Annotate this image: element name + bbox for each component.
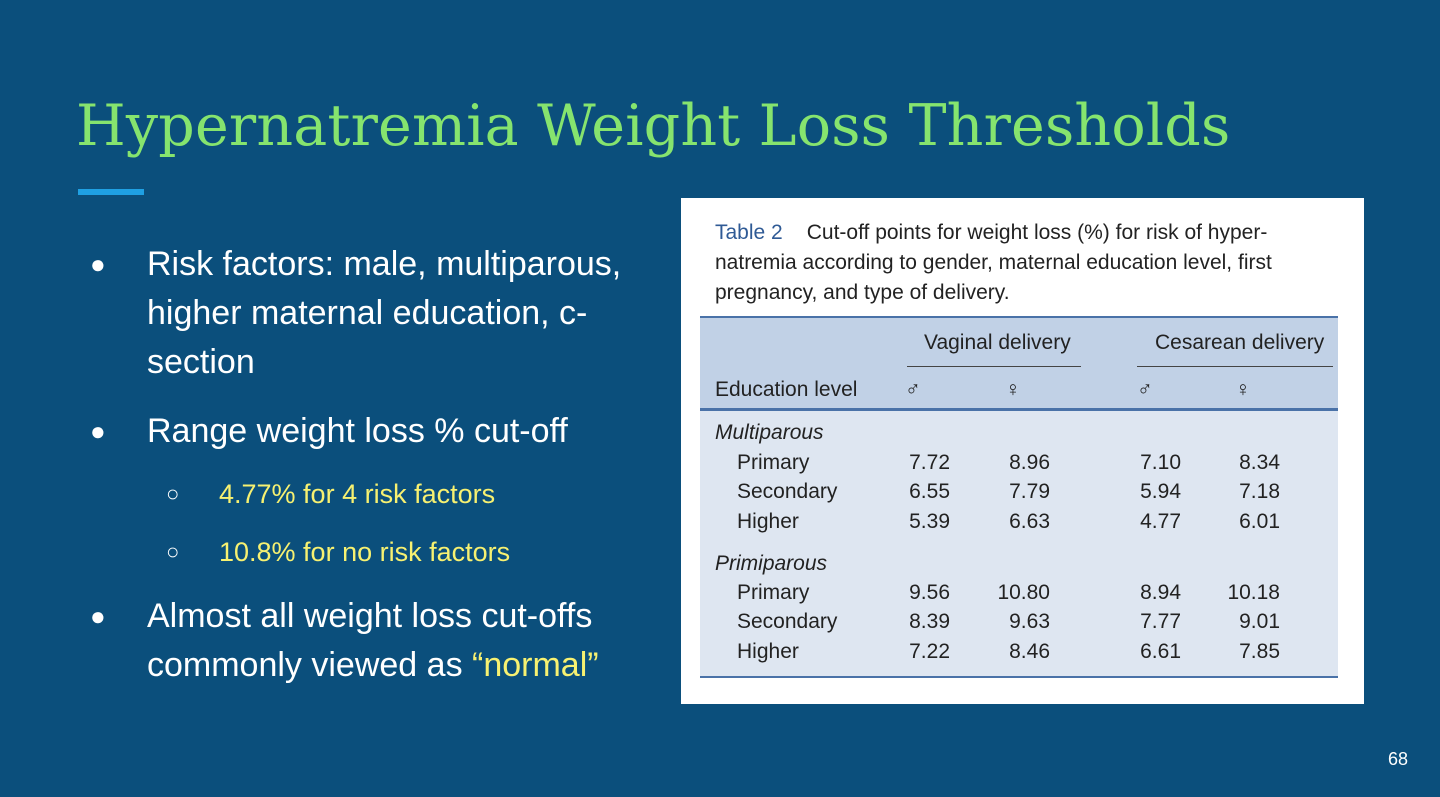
section-label: Multiparous [715, 421, 824, 444]
row-level: Higher [737, 510, 799, 533]
bullet-range: ● Range weight loss % cut-off [90, 407, 660, 456]
cell-vaginal-male: 9.56 [909, 581, 950, 604]
cell-cesarean-female: 10.18 [1227, 581, 1280, 604]
caption-line: natremia according to gender, maternal e… [715, 251, 1272, 274]
table-label: Table 2 [715, 221, 783, 244]
bullet-text: Risk factors: male, multiparous, higher … [147, 245, 622, 381]
row-level: Secondary [737, 610, 838, 633]
table-caption: Table 2 Cut-off points for weight loss (%… [715, 218, 1335, 308]
cell-vaginal-female: 7.79 [1009, 480, 1050, 503]
cell-cesarean-female: 6.01 [1239, 510, 1280, 533]
bullet-list: ● Risk factors: male, multiparous, highe… [90, 240, 660, 690]
caption-line: Cut-off points for weight loss (%) for r… [806, 221, 1268, 244]
cell-vaginal-male: 8.39 [909, 610, 950, 633]
cell-vaginal-male: 6.55 [909, 480, 950, 503]
cell-cesarean-male: 7.77 [1140, 610, 1181, 633]
sub-bullet-text: 4.77% for 4 risk factors [219, 479, 496, 509]
cell-cesarean-female: 8.34 [1239, 451, 1280, 474]
cell-cesarean-female: 7.18 [1239, 480, 1280, 503]
cell-cesarean-male: 4.77 [1140, 510, 1181, 533]
row-level: Higher [737, 640, 799, 663]
page-number: 68 [1387, 749, 1408, 769]
bullet-text: Range weight loss % cut-off [147, 412, 568, 450]
bullet-dot-icon: ● [90, 601, 106, 631]
bullet-dot-icon: ● [90, 249, 106, 279]
bullet-normal: ● Almost all weight loss cut-offs common… [90, 592, 660, 690]
sub-bullet-circle-icon: ○ [166, 481, 180, 506]
section-label: Primiparous [715, 552, 828, 575]
group-rule [907, 366, 1081, 367]
sub-bullet-four-factors: ○ 4.77% for 4 risk factors [90, 474, 660, 514]
sub-bullet-no-factors: ○ 10.8% for no risk factors [90, 532, 660, 572]
cell-cesarean-male: 5.94 [1140, 480, 1181, 503]
male-symbol-icon: ♂ [1137, 378, 1153, 401]
cell-cesarean-male: 6.61 [1140, 640, 1181, 663]
female-symbol-icon: ♀ [1005, 378, 1021, 401]
cell-vaginal-female: 9.63 [1009, 610, 1050, 633]
group-rule [1137, 366, 1333, 367]
title-accent-rule [78, 189, 144, 195]
row-level: Secondary [737, 480, 838, 503]
header-vaginal-delivery: Vaginal delivery [924, 331, 1071, 354]
header-cesarean-delivery: Cesarean delivery [1155, 331, 1325, 354]
bullet-text: Almost all weight loss cut-offs commonly… [147, 597, 593, 684]
cell-vaginal-male: 7.72 [909, 451, 950, 474]
table-header: Vaginal delivery Cesarean delivery Educa… [700, 318, 1338, 411]
cell-vaginal-male: 7.22 [909, 640, 950, 663]
caption-line: pregnancy, and type of delivery. [715, 281, 1010, 304]
cell-vaginal-female: 8.46 [1009, 640, 1050, 663]
cell-vaginal-female: 6.63 [1009, 510, 1050, 533]
bullet-highlight: “normal” [472, 646, 599, 684]
slide-title: Hypernatremia Weight Loss Thresholds [76, 93, 1231, 159]
cell-vaginal-male: 5.39 [909, 510, 950, 533]
row-level: Primary [737, 451, 810, 474]
row-level: Primary [737, 581, 810, 604]
female-symbol-icon: ♀ [1235, 378, 1251, 401]
cell-cesarean-female: 9.01 [1239, 610, 1280, 633]
sub-bullet-circle-icon: ○ [166, 539, 180, 564]
male-symbol-icon: ♂ [905, 378, 921, 401]
bullet-dot-icon: ● [90, 416, 106, 446]
table-image: Table 2 Cut-off points for weight loss (%… [681, 198, 1364, 704]
header-education-level: Education level [715, 378, 858, 401]
cell-vaginal-female: 8.96 [1009, 451, 1050, 474]
cell-vaginal-female: 10.80 [997, 581, 1050, 604]
bullet-risk-factors: ● Risk factors: male, multiparous, highe… [90, 240, 660, 387]
cutoff-table: Vaginal delivery Cesarean delivery Educa… [700, 316, 1338, 678]
cell-cesarean-male: 8.94 [1140, 581, 1181, 604]
cell-cesarean-female: 7.85 [1239, 640, 1280, 663]
cell-cesarean-male: 7.10 [1140, 451, 1181, 474]
sub-bullet-text: 10.8% for no risk factors [219, 537, 511, 567]
